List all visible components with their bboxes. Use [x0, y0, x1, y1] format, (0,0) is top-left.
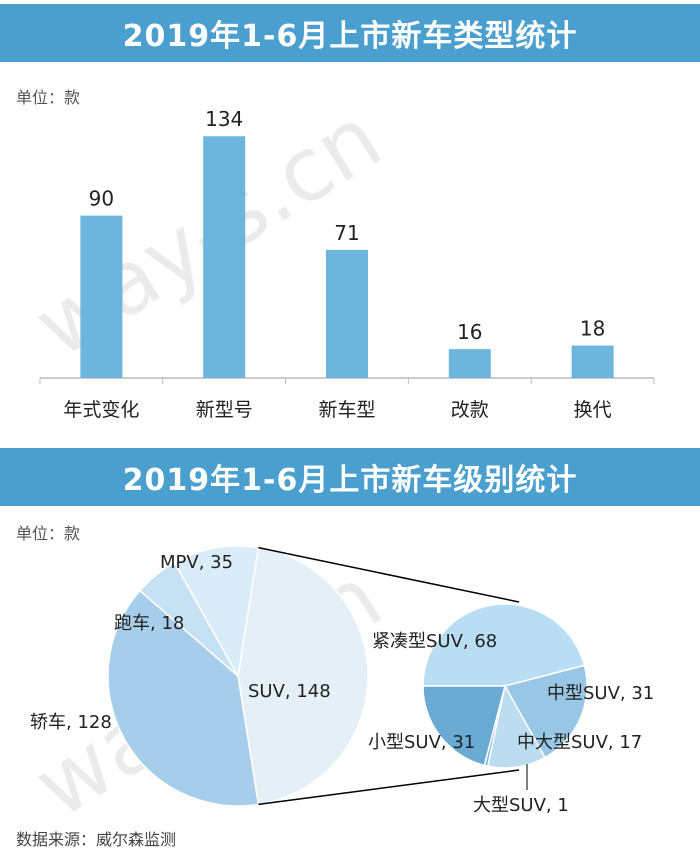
pie-slice-mpv	[173, 545, 260, 679]
bar-chart: 90 年式变化 134 新型号 71 新车型 16 改款 18 换代	[39, 107, 655, 421]
bar-0	[80, 215, 123, 378]
bar-category-label: 改款	[451, 399, 489, 421]
sub-slice-mid-suv	[503, 664, 588, 759]
sub-label-midlarge-suv: 中大型SUV, 17	[517, 732, 642, 753]
bar-4	[571, 345, 614, 378]
pie-label-suv: SUV, 148	[248, 681, 331, 702]
bar-3	[448, 349, 491, 378]
sub-label-mid-suv: 中型SUV, 31	[547, 683, 654, 704]
bar-chart-unit: 单位：款	[16, 88, 81, 107]
connector-line-top	[258, 546, 520, 603]
data-source: 数据来源：威尔森监测	[16, 830, 177, 849]
bar-value-label: 18	[580, 317, 605, 341]
bar-value-label: 71	[334, 221, 359, 245]
bar-value-label: 90	[89, 187, 114, 211]
sub-label-small-suv: 小型SUV, 31	[368, 732, 475, 753]
pie-slice-suv	[237, 546, 369, 806]
bar-value-label: 134	[205, 107, 243, 131]
bar-category-label: 新车型	[318, 399, 375, 421]
bar-1	[203, 136, 246, 378]
sub-label-compact-suv: 紧凑型SUV, 68	[372, 631, 497, 652]
bar-chart-title: 2019年1-6月上市新车类型统计	[0, 4, 700, 62]
pie-chart-unit: 单位：款	[16, 524, 81, 543]
pie-chart: SUV, 148 轿车, 128 跑车, 18 MPV, 35 紧凑型SUV, 68 中型…	[30, 545, 654, 816]
bar-category-label: 换代	[574, 399, 612, 421]
connector-line-bottom	[258, 769, 520, 806]
pie-label-sedan: 轿车, 128	[30, 712, 112, 733]
pie-chart-title: 2019年1-6月上市新车级别统计	[0, 448, 700, 506]
bar-category-label: 新型号	[196, 399, 253, 421]
bar-category-label: 年式变化	[63, 399, 139, 421]
sub-slice-compact-suv	[422, 603, 586, 687]
bar-2	[326, 249, 368, 378]
sub-label-large-suv: 大型SUV, 1	[473, 795, 569, 816]
pie-label-sports: 跑车, 18	[114, 613, 184, 634]
bar-value-label: 16	[457, 320, 482, 344]
pie-slice-sedan	[107, 589, 260, 807]
sub-slice-small-suv	[422, 685, 506, 767]
pie-label-mpv: MPV, 35	[160, 552, 233, 573]
